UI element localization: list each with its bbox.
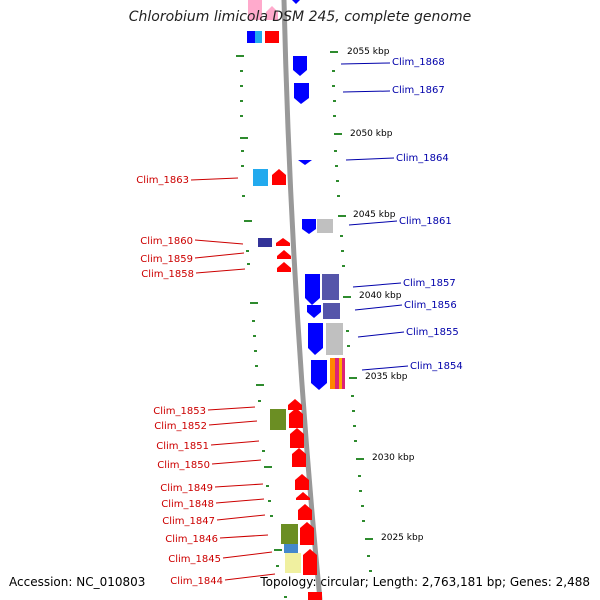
gene-feature [277, 250, 291, 259]
right-tick-ring [330, 51, 373, 572]
gene-label-left[interactable]: Clim_1858 [141, 269, 194, 280]
gene-feature [277, 262, 291, 272]
scale-label: 2045 kbp [353, 210, 396, 220]
gene-feature [322, 274, 339, 300]
gene-label-right[interactable]: Clim_1861 [399, 216, 452, 227]
gene-label-left[interactable]: Clim_1847 [162, 516, 215, 527]
gene-feature [248, 0, 262, 20]
scale-label: 2035 kbp [365, 372, 408, 382]
outer-gene-track [247, 0, 322, 600]
gene-feature [300, 522, 314, 545]
gene-label-left[interactable]: Clim_1848 [161, 499, 214, 510]
gene-feature [290, 428, 304, 448]
gene-feature [253, 169, 268, 186]
scale-label: 2040 kbp [359, 291, 402, 301]
scale-label: 2030 kbp [372, 453, 415, 463]
gene-feature [265, 31, 279, 43]
gene-feature [292, 448, 306, 467]
gene-label-right[interactable]: Clim_1857 [403, 278, 456, 289]
scale-labels: 2055 kbp 2050 kbp 2045 kbp 2040 kbp 2035… [347, 47, 424, 543]
gene-feature [296, 492, 310, 500]
gene-feature [289, 408, 303, 428]
gene-label-left[interactable]: Clim_1850 [157, 460, 210, 471]
gene-feature [293, 56, 307, 76]
gene-feature [302, 219, 316, 234]
gene-feature [255, 31, 262, 43]
gene-feature [266, 6, 278, 20]
gene-label-right[interactable]: Clim_1864 [396, 153, 449, 164]
gene-label-left[interactable]: Clim_1851 [156, 441, 209, 452]
left-tick-ring [236, 55, 287, 598]
gene-label-left[interactable]: Clim_1846 [165, 534, 218, 545]
gene-label-left[interactable]: Clim_1844 [170, 576, 223, 587]
gene-feature [295, 474, 309, 490]
gene-feature [298, 504, 312, 520]
gene-feature [323, 303, 340, 319]
gene-feature [339, 358, 342, 389]
gene-feature [308, 323, 323, 355]
gene-feature [326, 323, 343, 355]
gene-feature [292, 0, 300, 4]
gene-feature [294, 83, 309, 104]
gene-label-right[interactable]: Clim_1856 [404, 300, 457, 311]
scale-label: 2050 kbp [350, 129, 393, 139]
gene-label-left[interactable]: Clim_1849 [160, 483, 213, 494]
gene-feature [308, 592, 322, 600]
gene-feature [342, 358, 345, 389]
gene-feature [288, 399, 302, 410]
gene-feature [281, 524, 298, 544]
scale-label: 2025 kbp [381, 533, 424, 543]
left-gene-labels: Clim_1863 Clim_1860 Clim_1859 Clim_1858 … [136, 175, 276, 587]
gene-label-left[interactable]: Clim_1852 [154, 421, 207, 432]
right-gene-labels: Clim_1868 Clim_1867 Clim_1864 Clim_1861 … [340, 57, 463, 372]
gene-feature [307, 305, 321, 318]
gene-feature [298, 160, 312, 165]
gene-feature [276, 238, 290, 246]
accession-text: Accession: NC_010803 [9, 575, 146, 589]
gene-feature [258, 238, 272, 247]
gene-feature [303, 549, 317, 575]
gene-label-right[interactable]: Clim_1868 [392, 57, 445, 68]
summary-text: Topology: circular; Length: 2,763,181 bp… [260, 575, 590, 589]
gene-feature [335, 358, 339, 389]
gene-feature [285, 553, 301, 573]
gene-label-left[interactable]: Clim_1859 [140, 254, 193, 265]
gene-label-right[interactable]: Clim_1867 [392, 85, 445, 96]
gene-label-left[interactable]: Clim_1845 [168, 554, 221, 565]
gene-feature [284, 544, 298, 553]
gene-feature [311, 360, 327, 390]
gene-feature [270, 409, 286, 430]
gene-label-left[interactable]: Clim_1860 [140, 236, 193, 247]
gene-feature [317, 219, 333, 233]
gene-label-right[interactable]: Clim_1855 [406, 327, 459, 338]
scale-label: 2055 kbp [347, 47, 390, 57]
inner-gene-track [292, 0, 345, 390]
gene-feature [330, 358, 335, 389]
gene-feature [305, 274, 320, 305]
genome-backbone [281, 0, 323, 600]
map-title: Chlorobium limicola DSM 245, complete ge… [128, 9, 472, 25]
gene-label-right[interactable]: Clim_1854 [410, 361, 463, 372]
gene-feature [247, 31, 255, 43]
gene-label-left[interactable]: Clim_1863 [136, 175, 189, 186]
gene-label-left[interactable]: Clim_1853 [153, 406, 206, 417]
gene-feature [272, 169, 286, 185]
